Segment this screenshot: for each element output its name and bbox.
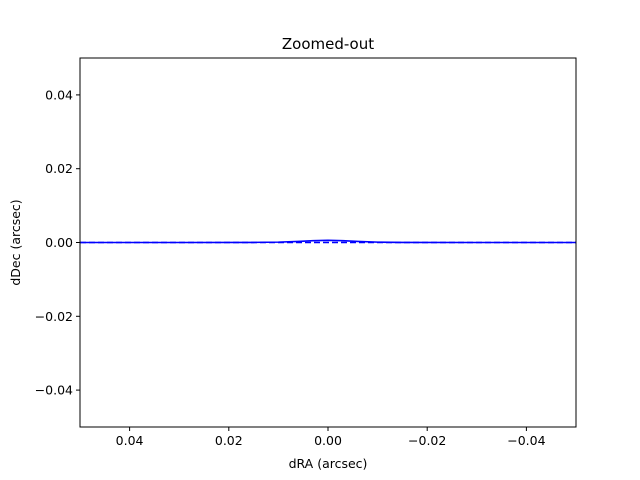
plot-area bbox=[79, 57, 577, 428]
series-layer bbox=[80, 239, 576, 244]
y-tick-label: 0.04 bbox=[45, 87, 73, 102]
x-tick-label: −0.02 bbox=[408, 433, 446, 448]
y-tick-label: 0.00 bbox=[45, 235, 73, 250]
chart-title: Zoomed-out bbox=[282, 35, 374, 53]
y-axis: −0.04 −0.02 0.00 0.02 0.04 bbox=[35, 87, 80, 398]
y-tick-label: −0.04 bbox=[35, 383, 73, 398]
x-tick-label: 0.00 bbox=[314, 433, 342, 448]
y-axis-label: dDec (arcsec) bbox=[8, 199, 23, 285]
solid-series-line bbox=[80, 239, 576, 244]
x-tick-label: 0.02 bbox=[215, 433, 243, 448]
x-tick-label: 0.04 bbox=[116, 433, 144, 448]
x-axis: 0.04 0.02 0.00 −0.02 −0.04 bbox=[116, 427, 546, 448]
x-tick-label: −0.04 bbox=[507, 433, 545, 448]
x-axis-label: dRA (arcsec) bbox=[289, 456, 368, 471]
y-tick-label: 0.02 bbox=[45, 161, 73, 176]
y-tick-label: −0.02 bbox=[35, 309, 73, 324]
